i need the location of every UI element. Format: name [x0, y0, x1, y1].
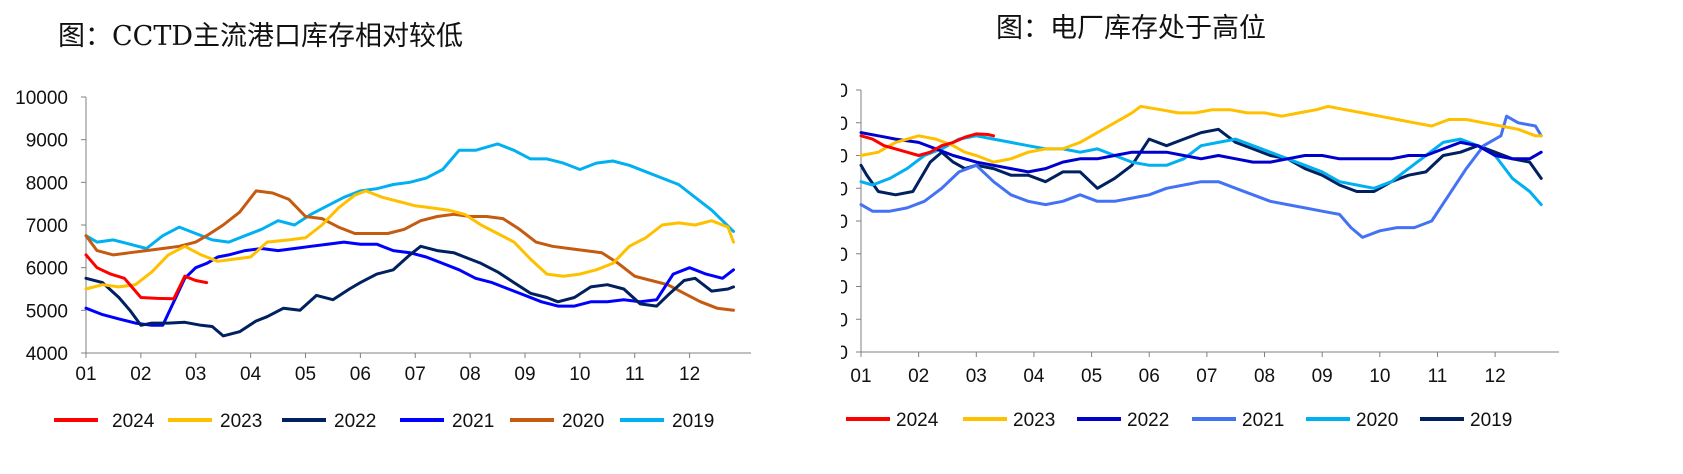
legend-label-2023: 2023 [1013, 410, 1055, 431]
y-tick-label: 3500 [841, 114, 848, 135]
right-chart-svg: 0 500 1000 1500 2000 2500 3000 3500 4000 01 02 03 04… [841, 81, 1559, 431]
x-tick-label: 07 [1196, 366, 1217, 387]
series-line-2019 [84, 142, 735, 250]
x-tick-label: 02 [908, 366, 929, 387]
x-tick-label: 09 [514, 364, 535, 385]
right-chart-title: 图：电厂库存处于高位 [996, 13, 1266, 44]
series-line-2023 [859, 104, 1543, 164]
x-tick-label: 01 [75, 364, 96, 385]
legend-label-2024: 2024 [112, 411, 155, 432]
series-line-2019 [859, 127, 1543, 197]
legend-label-2024: 2024 [896, 410, 939, 431]
x-tick-label: 04 [1023, 366, 1045, 387]
legend-label-2020: 2020 [1356, 410, 1398, 431]
legend-label-2022: 2022 [1127, 410, 1169, 431]
series-line-2022 [84, 244, 735, 338]
y-tick-label: 2000 [841, 212, 848, 233]
series-line-2023 [84, 189, 735, 291]
y-tick-label: 5000 [26, 301, 68, 322]
y-tick-label: 9000 [26, 131, 68, 152]
x-tick-label: 10 [569, 364, 590, 385]
legend-label-2019: 2019 [1470, 410, 1512, 431]
series-line-2020 [84, 189, 735, 312]
series-line-2024 [84, 253, 209, 301]
legend-label-2021: 2021 [1242, 410, 1284, 431]
legend-label-2019: 2019 [672, 411, 714, 432]
x-tick-label: 05 [295, 364, 316, 385]
right-chart-panel: 图：电厂库存处于高位 0 500 1000 1500 2000 2500 3000 3500 4… [841, 0, 1683, 474]
y-tick-label: 500 [841, 310, 848, 331]
x-tick-label: 01 [850, 366, 871, 387]
x-tick-label: 09 [1312, 366, 1333, 387]
y-tick-label: 6000 [26, 259, 68, 280]
x-tick-label: 10 [1369, 366, 1390, 387]
x-tick-label: 11 [625, 364, 645, 385]
y-tick-label: 1500 [841, 245, 848, 266]
x-tick-label: 03 [185, 364, 206, 385]
x-tick-label: 08 [460, 364, 481, 385]
x-tick-label: 03 [966, 366, 987, 387]
y-tick-label: 10000 [15, 88, 68, 109]
legend-label-2022: 2022 [334, 411, 376, 432]
x-tick-label: 08 [1254, 366, 1275, 387]
x-tick-label: 04 [240, 364, 262, 385]
y-tick-label: 3000 [841, 147, 848, 168]
legend-label-2023: 2023 [220, 411, 262, 432]
left-chart-title: 图：CCTD主流港口库存相对较低 [58, 21, 463, 52]
y-tick-label: 4000 [26, 344, 68, 365]
x-tick-label: 12 [1485, 366, 1506, 387]
left-chart-svg: 4000 5000 6000 7000 8000 9000 10000 01 02 03 04 05 0… [15, 88, 751, 432]
x-tick-label: 07 [405, 364, 426, 385]
legend-label-2021: 2021 [452, 411, 494, 432]
series-line-2022 [859, 131, 1543, 174]
x-tick-label: 12 [679, 364, 700, 385]
x-tick-label: 05 [1081, 366, 1102, 387]
y-tick-label: 0 [841, 343, 848, 364]
x-tick-label: 11 [1428, 366, 1448, 387]
series-line-2024 [859, 132, 996, 157]
y-tick-label: 7000 [26, 216, 68, 237]
y-tick-label: 8000 [26, 173, 68, 194]
x-tick-label: 06 [350, 364, 371, 385]
x-tick-label: 02 [130, 364, 151, 385]
series-line-2021 [859, 114, 1543, 239]
y-tick-label: 4000 [841, 81, 848, 102]
y-tick-label: 2500 [841, 179, 848, 200]
left-chart-panel: 图：CCTD主流港口库存相对较低 4000 5000 6000 7000 8000 900… [0, 0, 841, 474]
x-tick-label: 06 [1139, 366, 1160, 387]
y-tick-label: 1000 [841, 278, 848, 299]
legend-label-2020: 2020 [562, 411, 604, 432]
